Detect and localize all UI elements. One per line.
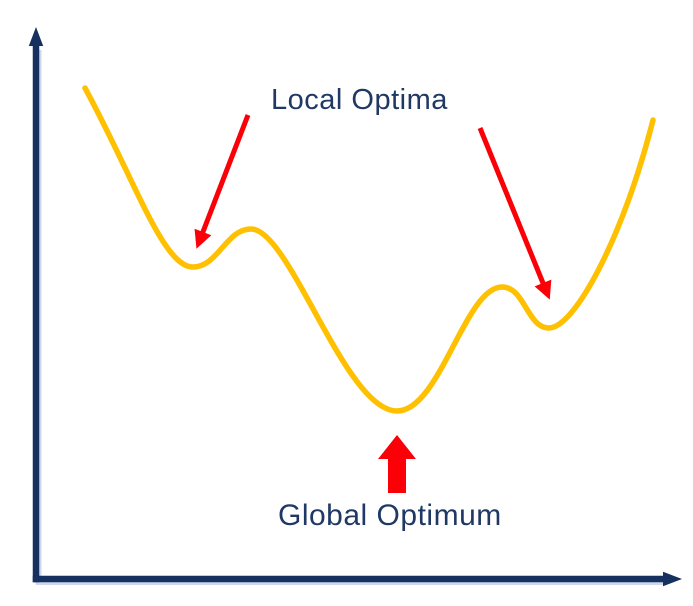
local-optima-arrow-right <box>477 127 552 300</box>
global-optimum-label: Global Optimum <box>278 499 502 532</box>
loss-curve <box>82 85 656 414</box>
local-optima-arrow-left <box>194 114 251 249</box>
local-optima-label: Local Optima <box>271 84 448 116</box>
axes <box>28 27 682 587</box>
x-axis-arrowhead-icon <box>663 571 682 587</box>
global-optimum-arrow <box>378 435 416 493</box>
y-axis-arrowhead-icon <box>28 27 44 46</box>
